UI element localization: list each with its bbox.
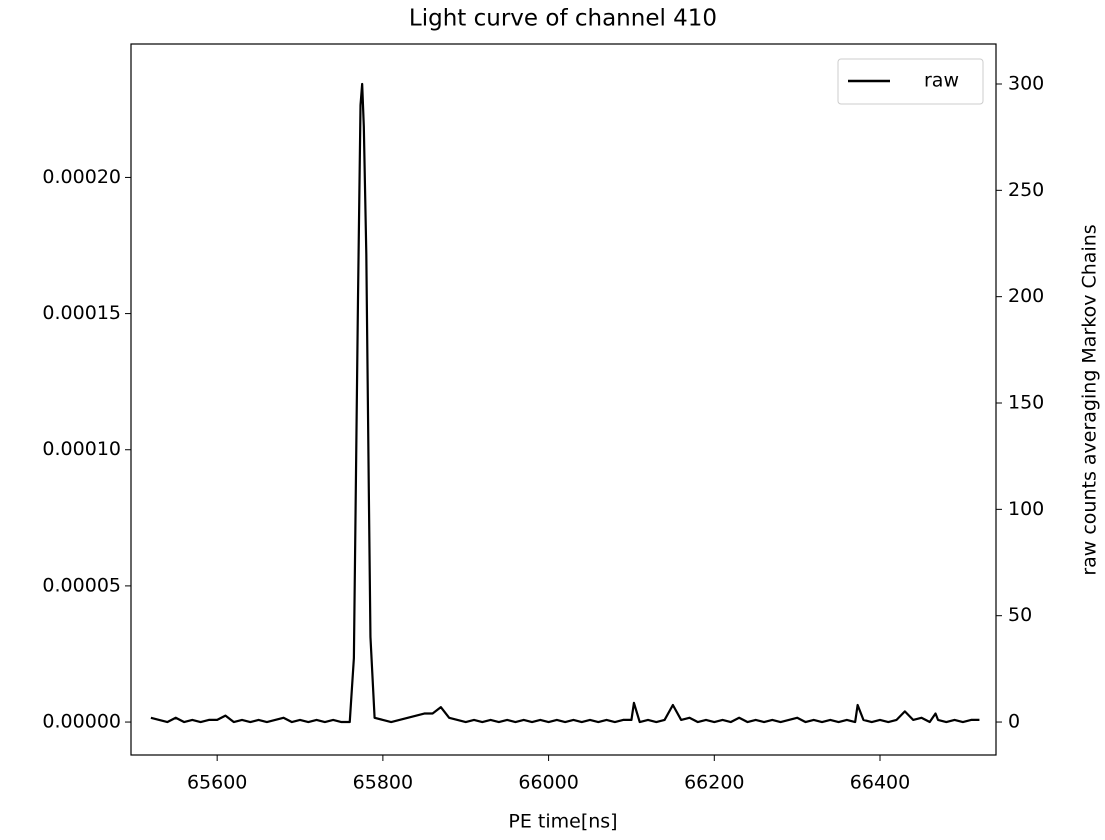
x-tick-label: 65800 xyxy=(353,772,413,794)
x-tick-label: 65600 xyxy=(187,772,247,794)
y-tick-label: 0.00015 xyxy=(42,302,121,324)
x-axis-label: PE time[ns] xyxy=(508,811,617,833)
y2-tick-label: 250 xyxy=(1008,179,1044,201)
y2-tick-label: 50 xyxy=(1008,604,1032,626)
y2-tick-label: 200 xyxy=(1008,285,1044,307)
y2-tick-label: 0 xyxy=(1008,711,1020,733)
legend-box xyxy=(837,58,984,105)
plot-frame xyxy=(130,43,997,756)
x-tick-label: 66000 xyxy=(518,772,578,794)
y2-tick-label: 300 xyxy=(1008,72,1044,94)
y2-axis-label: raw counts averaging Markov Chains xyxy=(1079,224,1101,575)
y2-tick-label: 100 xyxy=(1008,498,1044,520)
chart-title: Light curve of channel 410 xyxy=(409,6,717,32)
legend-label: raw xyxy=(924,70,959,92)
y-tick-label: 0.00005 xyxy=(42,574,121,596)
y-tick-label: 0.00010 xyxy=(42,438,121,460)
y2-tick-label: 150 xyxy=(1008,392,1044,414)
x-tick-label: 66400 xyxy=(850,772,910,794)
y-tick-label: 0.00020 xyxy=(42,166,121,188)
x-tick-label: 66200 xyxy=(684,772,744,794)
y-tick-label: 0.00000 xyxy=(42,711,121,733)
series-line xyxy=(150,82,980,724)
